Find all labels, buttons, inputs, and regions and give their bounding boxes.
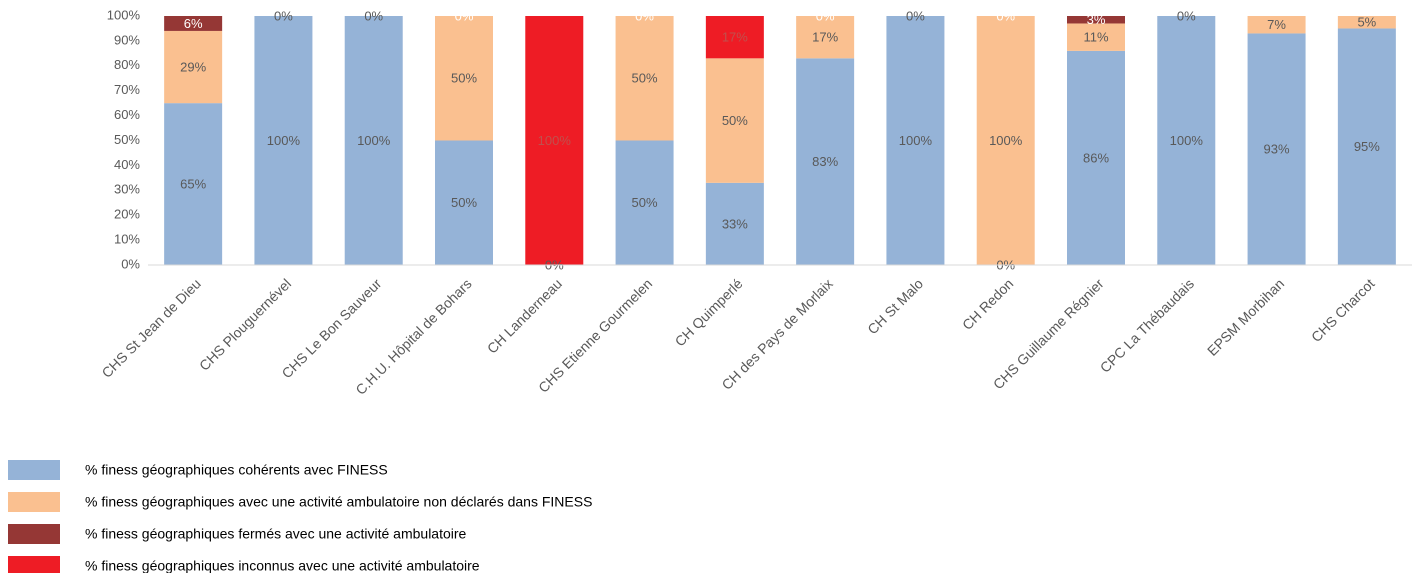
bar-segment	[615, 140, 674, 265]
y-tick-label: 0%	[121, 256, 140, 271]
data-label: 50%	[632, 71, 658, 86]
data-label: 0%	[364, 8, 383, 23]
legend-label: % finess géographiques fermés avec une a…	[85, 526, 467, 542]
data-label: 100%	[899, 133, 933, 148]
data-label: 17%	[722, 30, 748, 45]
bar-segment	[1067, 50, 1125, 265]
bar-segment	[796, 58, 855, 265]
data-label: 50%	[632, 195, 658, 210]
data-label: 11%	[1083, 30, 1108, 45]
data-label: 0%	[274, 8, 293, 23]
y-tick-label: 20%	[114, 207, 140, 222]
bar-segment	[344, 16, 403, 265]
data-label: 83%	[812, 154, 838, 169]
data-label: 5%	[1357, 15, 1376, 30]
data-label: 50%	[451, 71, 477, 86]
bar-segment	[435, 140, 493, 265]
data-label: 6%	[184, 16, 203, 31]
x-tick-label: CH Quimperlé	[672, 275, 746, 349]
y-tick-label: 90%	[114, 32, 140, 47]
legend-label: % finess géographiques inconnus avec une…	[85, 558, 480, 573]
y-tick-label: 60%	[114, 107, 140, 122]
bar-segment	[1337, 28, 1396, 266]
bar-segment	[705, 16, 764, 59]
bar-segment	[164, 16, 223, 31]
bar-segment	[796, 16, 855, 59]
bar-segment	[615, 16, 674, 141]
data-label: 0%	[906, 8, 925, 23]
x-tick-label: CHS Plouguernével	[196, 275, 294, 373]
bar-segment	[976, 16, 1035, 265]
y-tick-label: 10%	[114, 232, 140, 247]
legend-label: % finess géographiques cohérents avec FI…	[85, 462, 388, 478]
y-tick-label: 100%	[107, 7, 141, 22]
x-tick-label: CHS Le Bon Sauveur	[278, 275, 384, 381]
y-tick-label: 70%	[114, 82, 140, 97]
legend-swatch	[8, 556, 60, 573]
bar-segment	[705, 182, 764, 265]
bar-segment	[164, 30, 223, 104]
y-tick-label: 50%	[114, 132, 140, 147]
data-label: 0%	[816, 8, 835, 23]
x-tick-label: CH Redon	[959, 275, 1017, 333]
x-tick-label: EPSM Morbihan	[1204, 275, 1287, 358]
bar-segment	[254, 16, 313, 265]
data-label: 93%	[1264, 142, 1290, 157]
bar-segment	[525, 16, 584, 265]
data-label: 3%	[1087, 12, 1106, 27]
bar-segment	[1157, 16, 1216, 265]
data-label: 0%	[996, 8, 1015, 23]
bar-segment	[1337, 16, 1396, 29]
data-label: 100%	[989, 133, 1023, 148]
data-label: 17%	[812, 30, 838, 45]
data-label: 100%	[267, 133, 301, 148]
data-label: 100%	[1170, 133, 1204, 148]
x-tick-label: CH St Malo	[864, 275, 926, 337]
data-label: 0%	[1177, 8, 1196, 23]
data-label: 0%	[455, 8, 474, 23]
data-label: 100%	[357, 133, 391, 148]
bar-segment	[164, 103, 223, 266]
y-tick-label: 30%	[114, 182, 140, 197]
data-label: 100%	[538, 133, 572, 148]
data-label: 50%	[451, 195, 477, 210]
x-tick-label: CHS St Jean de Dieu	[98, 275, 203, 380]
data-label: 7%	[1267, 17, 1286, 32]
bar-segment	[1067, 16, 1125, 24]
bar-segment	[1247, 33, 1306, 266]
bar-segment	[886, 16, 945, 265]
y-tick-label: 40%	[114, 157, 140, 172]
data-label: 86%	[1083, 150, 1109, 165]
data-label: 65%	[180, 177, 206, 192]
bar-segment	[1067, 23, 1125, 51]
legend-swatch	[8, 460, 60, 480]
bar-segment	[1247, 16, 1306, 34]
data-label: 50%	[722, 113, 748, 128]
x-tick-label: CHS Charcot	[1308, 275, 1378, 345]
data-label: 29%	[180, 59, 206, 74]
legend-swatch	[8, 492, 60, 512]
bar-segment	[435, 16, 493, 141]
y-tick-label: 80%	[114, 57, 140, 72]
data-label: 95%	[1354, 139, 1380, 154]
x-tick-label: CPC La Thébaudais	[1097, 275, 1197, 375]
x-tick-label: CH Landerneau	[484, 275, 565, 356]
bar-segment	[705, 58, 764, 183]
legend-swatch	[8, 524, 60, 544]
data-label: 0%	[635, 8, 654, 23]
legend-label: % finess géographiques avec une activité…	[85, 494, 592, 510]
data-label: 33%	[722, 216, 748, 231]
